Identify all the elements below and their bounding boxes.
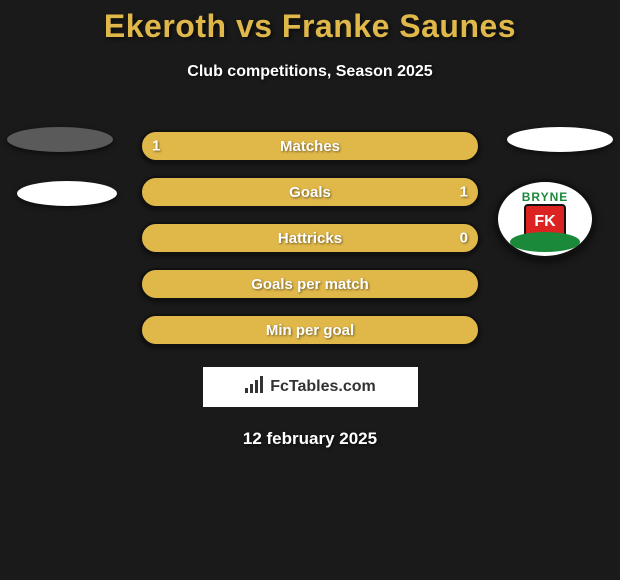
stats-area: BRYNE FK 1 Matches Goals 1 Hattricks 0 (0, 123, 620, 353)
stat-label: Goals (289, 184, 331, 201)
stat-label: Hattricks (278, 230, 342, 247)
stat-label: Goals per match (251, 276, 369, 293)
page-title: Ekeroth vs Franke Saunes (0, 8, 620, 45)
stat-row-matches: 1 Matches (0, 123, 620, 169)
subtitle: Club competitions, Season 2025 (0, 63, 620, 81)
stat-right-value: 0 (460, 230, 468, 247)
stat-row-goals: Goals 1 (0, 169, 620, 215)
stat-row-goals-per-match: Goals per match (0, 261, 620, 307)
watermark-text: FcTables.com (270, 378, 376, 396)
stat-label: Matches (280, 138, 340, 155)
stat-row-hattricks: Hattricks 0 (0, 215, 620, 261)
date: 12 february 2025 (0, 429, 620, 449)
stat-right-value: 1 (460, 184, 468, 201)
stat-left-value: 1 (152, 138, 160, 155)
chart-icon (244, 376, 266, 399)
stat-row-min-per-goal: Min per goal (0, 307, 620, 353)
stat-label: Min per goal (266, 322, 354, 339)
watermark: FcTables.com (203, 367, 418, 407)
